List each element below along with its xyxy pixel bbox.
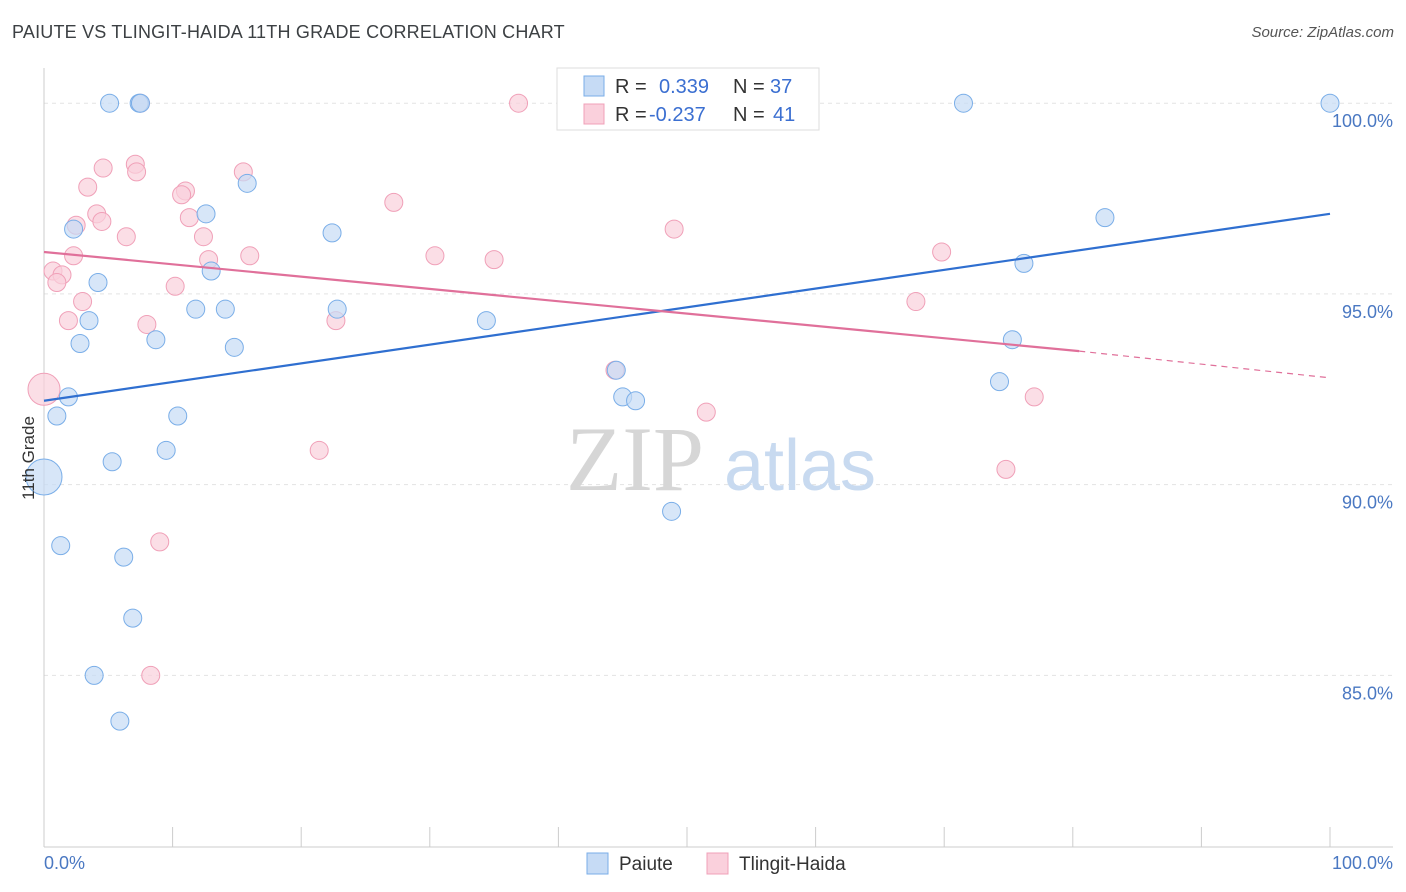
series-legend-label-tlingit-haida: Tlingit-Haida: [739, 854, 846, 875]
paiute-point-37: [110, 711, 130, 731]
legend-r-value-tlingit-haida: -0.237: [649, 104, 706, 126]
paiute-point-15: [327, 299, 347, 319]
paiute-point-33: [51, 536, 71, 556]
tlingit-haida-point-4: [127, 162, 147, 182]
legend-swatch-tlingit-haida: [583, 103, 605, 125]
tlingit-haida-point-22: [484, 250, 504, 270]
tlingit-haida-point-29: [58, 311, 78, 331]
paiute-point-13: [186, 299, 206, 319]
paiute-point-22: [606, 360, 626, 380]
tlingit-haida-point-34: [1024, 387, 1044, 407]
paiute-point-2: [130, 93, 150, 113]
tlingit-haida-point-39: [141, 665, 161, 685]
tlingit-haida-point-20: [425, 246, 445, 266]
paiute-point-32: [662, 501, 682, 521]
tlingit-haida-point-25: [47, 272, 67, 292]
paiute-point-16: [79, 311, 99, 331]
tlingit-haida-trend-line: [43, 250, 1080, 353]
y-tick-label-0: 100.0%: [1332, 111, 1393, 131]
paiute-point-36: [84, 665, 104, 685]
series-legend-label-paiute: Paiute: [619, 854, 673, 875]
paiute-point-3: [953, 93, 973, 113]
tlingit-haida-point-27: [73, 292, 93, 312]
paiute-point-20: [70, 334, 90, 354]
watermark: ZIP atlas: [566, 408, 876, 510]
tlingit-haida-point-28: [906, 292, 926, 312]
tlingit-haida-point-35: [696, 402, 716, 422]
paiute-point-26: [626, 391, 646, 411]
legend-n-label-2: N =: [733, 104, 765, 126]
paiute-point-23: [989, 372, 1009, 392]
chart-title: PAIUTE VS TLINGIT-HAIDA 11TH GRADE CORRE…: [12, 22, 565, 42]
paiute-point-12: [88, 272, 108, 292]
paiute-point-9: [322, 223, 342, 243]
tlingit-haida-point-38: [150, 532, 170, 552]
tlingit-haida-point-33: [27, 372, 61, 406]
paiute-point-30: [102, 452, 122, 472]
legend-r-label-1: R =: [615, 76, 647, 98]
paiute-point-35: [123, 608, 143, 628]
y-tick-label-3: 85.0%: [1342, 683, 1393, 703]
watermark-atlas: atlas: [724, 426, 876, 506]
paiute-point-6: [196, 204, 216, 224]
legend-swatch-paiute: [583, 75, 605, 97]
tlingit-haida-point-36: [309, 440, 329, 460]
paiute-point-11: [201, 261, 221, 281]
series-legend-swatch-tlingit-haida: [706, 852, 729, 875]
tlingit-haida-point-14: [664, 219, 684, 239]
tlingit-haida-point-26: [165, 276, 185, 296]
tlingit-haida-point-9: [384, 192, 404, 212]
data-points: [25, 93, 1340, 731]
tlingit-haida-point-31: [137, 314, 157, 334]
tlingit-haida-point-16: [193, 227, 213, 247]
paiute-point-0: [100, 93, 120, 113]
tlingit-haida-point-6: [78, 177, 98, 197]
paiute-point-7: [1095, 208, 1115, 228]
y-tick-label-2: 90.0%: [1342, 493, 1393, 513]
watermark-zip: ZIP: [566, 408, 704, 510]
tlingit-haida-point-8: [172, 185, 192, 205]
paiute-point-31: [25, 458, 63, 496]
paiute-point-21: [224, 337, 244, 357]
paiute-point-28: [168, 406, 188, 426]
legend-n-label-1: N =: [733, 76, 765, 98]
stats-legend: R = 0.339 N = 37 R = -0.237 N = 41: [556, 67, 820, 131]
paiute-point-4: [1320, 93, 1340, 113]
paiute-point-18: [146, 330, 166, 350]
trend-lines: [43, 212, 1331, 402]
tlingit-haida-point-1: [509, 93, 529, 113]
paiute-point-29: [156, 440, 176, 460]
source-label: Source: ZipAtlas.com: [1251, 24, 1394, 41]
paiute-point-34: [114, 547, 134, 567]
axes: 100.0% 95.0% 90.0% 85.0%: [43, 68, 1393, 848]
paiute-point-27: [47, 406, 67, 426]
legend-n-value-paiute: 37: [770, 76, 792, 98]
paiute-point-14: [215, 299, 235, 319]
x-tick-label-max: 100.0%: [1332, 853, 1393, 873]
tlingit-haida-point-12: [92, 211, 112, 231]
paiute-point-17: [476, 311, 496, 331]
legend-n-value-tlingit-haida: 41: [773, 104, 795, 126]
legend-r-label-2: R =: [615, 104, 647, 126]
paiute-trend-line: [43, 212, 1331, 402]
tlingit-haida-point-17: [932, 242, 952, 262]
tlingit-haida-point-11: [179, 208, 199, 228]
tlingit-haida-point-15: [116, 227, 136, 247]
tlingit-haida-point-37: [996, 459, 1016, 479]
tlingit-haida-point-18: [240, 246, 260, 266]
tlingit-haida-point-3: [93, 158, 113, 178]
x-tick-label-min: 0.0%: [44, 853, 85, 873]
paiute-point-5: [237, 173, 257, 193]
paiute-point-8: [64, 219, 84, 239]
y-tick-label-1: 95.0%: [1342, 302, 1393, 322]
series-legend: Paiute Tlingit-Haida: [586, 852, 846, 875]
y-axis-label: 11th Grade: [19, 416, 38, 500]
tlingit-haida-trend-extension: [1079, 350, 1331, 379]
series-legend-swatch-paiute: [586, 852, 609, 875]
legend-r-value-paiute: 0.339: [659, 76, 709, 98]
